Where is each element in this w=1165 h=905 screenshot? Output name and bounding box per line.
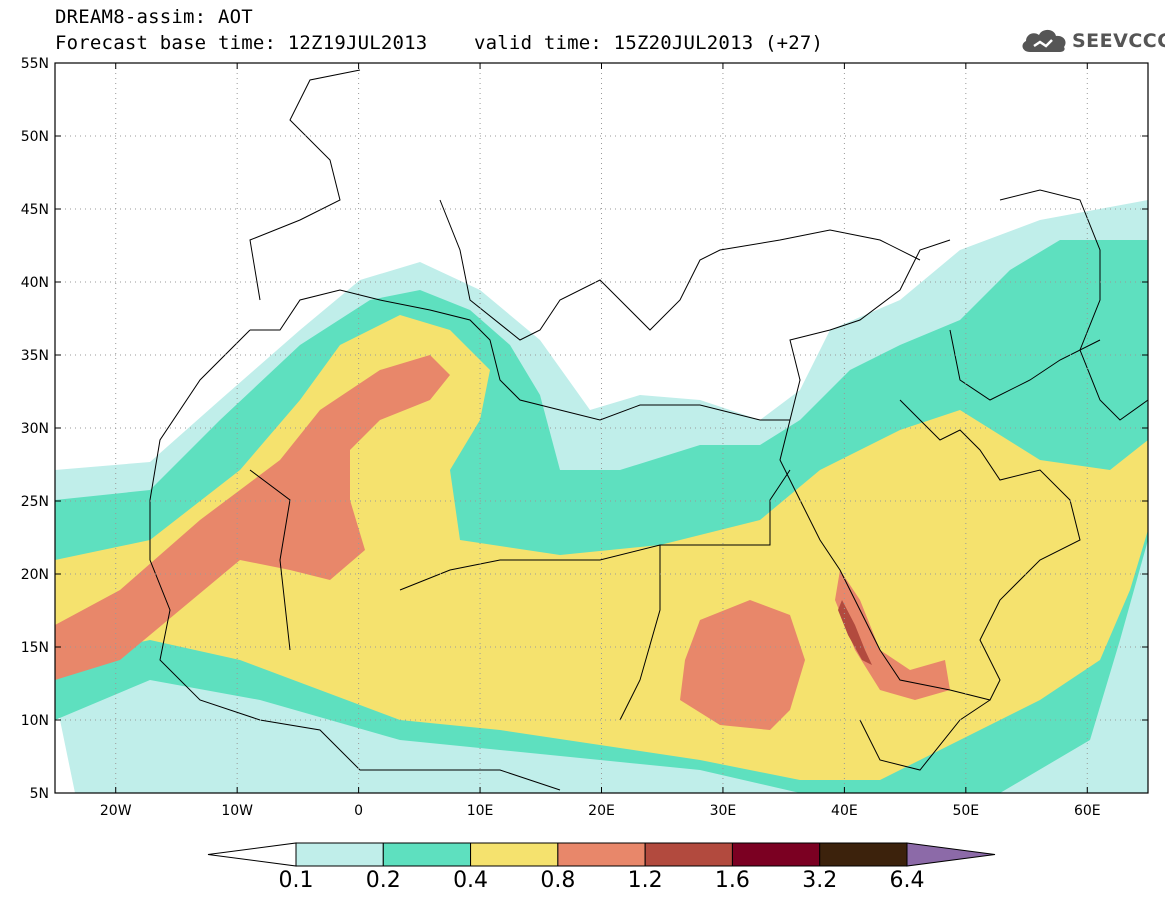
axis-ticks: 5N 10N 15N 20N 25N 30N 35N 40N 45N 50N 55N 20W 10W 0 1… (21, 56, 1148, 819)
aot-contour-1.2-redsea (838, 600, 872, 665)
colorbar (207, 842, 996, 867)
colorbar-label: 3.2 (802, 868, 838, 893)
colorbar-label: 6.4 (889, 868, 925, 893)
lat-tick-label: 55N (21, 56, 49, 72)
colorbar-label: 1.2 (627, 868, 663, 893)
lat-tick-label: 10N (21, 713, 49, 729)
coastlines (149, 69, 1148, 791)
aot-contour-0.8-sudan (680, 600, 805, 730)
lon-tick-label: 10E (467, 803, 494, 819)
colorbar-label: 1.6 (714, 868, 750, 893)
colorbar-swatch (470, 842, 559, 867)
seevccc-logo: SEEVCCC (1018, 24, 1165, 58)
forecast-base-time: Forecast base time: 12Z19JUL2013 (55, 32, 428, 54)
colorbar-swatch (382, 842, 472, 867)
lat-tick-label: 40N (21, 275, 49, 291)
colorbar-label: 0.8 (540, 868, 576, 893)
lat-tick-label: 50N (21, 129, 49, 145)
lat-tick-label: 25N (21, 494, 49, 510)
colorbar-swatch (557, 842, 646, 867)
lon-tick-label: 0 (354, 803, 363, 819)
colorbar-label: 0.2 (365, 868, 401, 893)
lon-tick-label: 10W (221, 803, 253, 819)
colorbar-over-arrow (906, 842, 996, 867)
lon-tick-label: 20W (100, 803, 132, 819)
aot-contour-0.8-redsea (835, 570, 950, 700)
lat-tick-label: 45N (21, 202, 49, 218)
lat-tick-label: 20N (21, 567, 49, 583)
lat-tick-label: 15N (21, 640, 49, 656)
lon-tick-label: 40E (831, 803, 858, 819)
colorbar-swatch (819, 842, 908, 867)
lon-tick-label: 20E (588, 803, 615, 819)
lon-tick-label: 30E (710, 803, 737, 819)
forecast-times: Forecast base time: 12Z19JUL2013 valid t… (55, 32, 823, 54)
valid-time: valid time: 15Z20JUL2013 (+27) (474, 32, 824, 54)
cloud-icon (1022, 29, 1066, 52)
lon-tick-label: 60E (1074, 803, 1101, 819)
colorbar-swatch (731, 842, 821, 867)
lon-tick-label: 50E (952, 803, 979, 819)
map-grid (55, 63, 1148, 793)
lat-tick-label: 35N (21, 348, 49, 364)
lat-tick-label: 5N (30, 786, 49, 802)
aot-contour-0.8-west (55, 355, 450, 680)
colorbar-label: 0.4 (453, 868, 489, 893)
colorbar-swatch (644, 842, 733, 867)
colorbar-swatch (295, 842, 384, 867)
colorbar-label: 0.1 (278, 868, 314, 893)
map-title: DREAM8-assim: AOT (55, 6, 253, 28)
colorbar-under-arrow (207, 842, 297, 867)
lat-tick-label: 30N (21, 421, 49, 437)
